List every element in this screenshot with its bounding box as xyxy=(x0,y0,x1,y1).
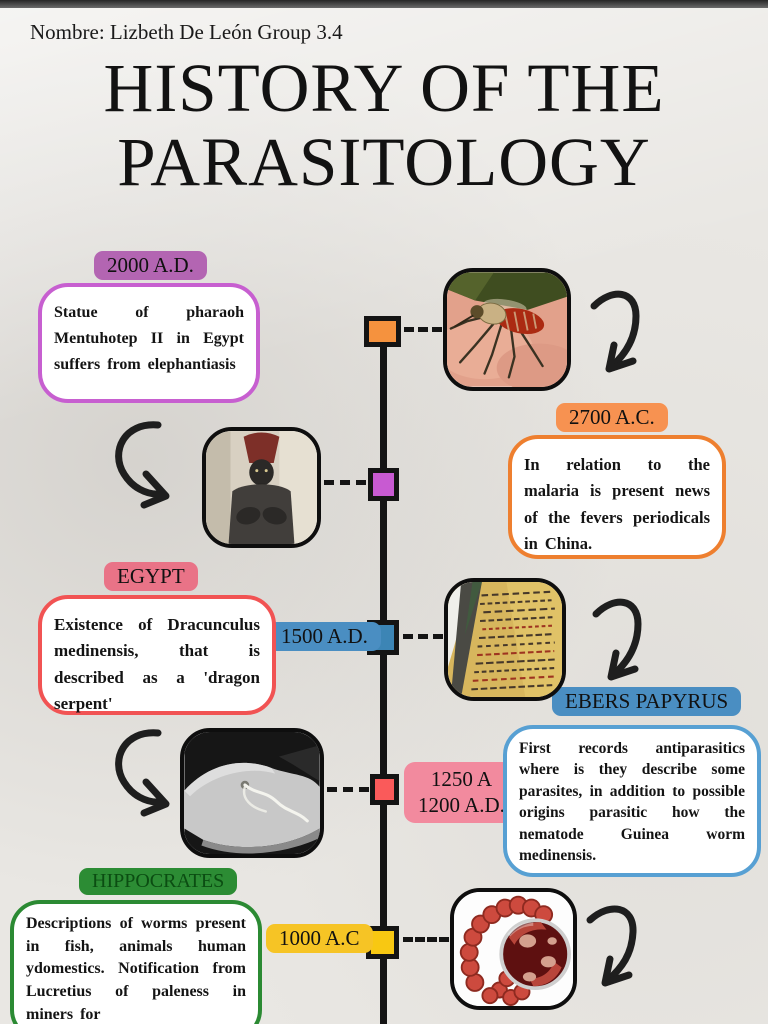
badge-1000-ac: 1000 A.C xyxy=(266,924,373,953)
connector-dash-papyrus xyxy=(403,634,443,639)
page-title: HISTORY OF THE PARASITOLOGY xyxy=(0,50,768,200)
timeline-line xyxy=(380,330,387,1024)
page-title-line1: HISTORY OF THE xyxy=(103,50,665,126)
event-text-hippocrates: Descriptions of worms present in fish, a… xyxy=(26,915,246,1023)
pharaoh-statue-illustration xyxy=(206,431,317,544)
curved-arrow-down-icon xyxy=(582,902,644,992)
papyrus-photo xyxy=(444,578,566,701)
mosquito-photo xyxy=(443,268,571,391)
event-text-ebers: First records antiparasitics where is th… xyxy=(519,740,745,864)
speech-bubble-ebers: First records antiparasitics where is th… xyxy=(503,725,761,877)
badge-2000-ad: 2000 A.D. xyxy=(94,251,207,280)
intestinal-parasite-illustration xyxy=(454,892,573,1006)
speech-bubble-2000ad: Statue of pharaoh Mentuhotep II in Egypt… xyxy=(38,283,260,403)
student-name-line: Nombre: Lizbeth De León Group 3.4 xyxy=(30,20,343,44)
event-text-2000ad: Statue of pharaoh Mentuhotep II in Egypt… xyxy=(54,304,244,373)
papyrus-manuscript-illustration xyxy=(448,582,562,697)
curved-arrow-down-icon xyxy=(586,286,646,378)
curved-arrow-down-icon xyxy=(588,594,648,686)
guinea-worm-photo xyxy=(180,728,324,858)
event-text-egypt: Existence of Dracunculus medinensis, tha… xyxy=(54,615,260,714)
badge-ebers-papyrus: EBERS PAPYRUS xyxy=(552,687,742,716)
curved-arrow-right-icon xyxy=(104,726,180,820)
badge-2700-ac: 2700 A.C. xyxy=(556,403,668,432)
mosquito-on-skin-illustration xyxy=(447,272,567,387)
curved-arrow-right-icon xyxy=(104,418,180,512)
badge-hippocrates: HIPPOCRATES xyxy=(79,868,238,895)
speech-bubble-hippocrates: Descriptions of worms present in fish, a… xyxy=(10,900,262,1024)
timeline-marker-purple xyxy=(368,468,399,501)
speech-bubble-egypt: Existence of Dracunculus medinensis, tha… xyxy=(38,595,276,715)
badge-1250-line2: 1200 A.D. xyxy=(418,793,505,818)
badge-1250-1200: 1250 A 1200 A.D. xyxy=(404,762,519,823)
timeline-marker-pink xyxy=(370,774,399,805)
badge-egypt: EGYPT xyxy=(104,562,198,591)
connector-dash-mosquito xyxy=(404,327,442,332)
connector-dash-statue xyxy=(324,480,366,485)
timeline-marker-orange xyxy=(364,316,401,347)
badge-1250-line1: 1250 A xyxy=(430,767,493,791)
page-top-edge xyxy=(0,0,768,8)
badge-1500-ad: 1500 A.D. xyxy=(268,622,381,651)
event-text-2700ac: In relation to the malaria is present ne… xyxy=(524,455,710,554)
connector-dash-worm xyxy=(327,787,369,792)
connector-dash-intestine xyxy=(403,937,449,942)
intestine-photo xyxy=(450,888,577,1010)
page-title-line2: PARASITOLOGY xyxy=(117,123,651,200)
worm-extraction-illustration xyxy=(184,732,320,854)
speech-bubble-2700ac: In relation to the malaria is present ne… xyxy=(508,435,726,559)
statue-photo xyxy=(202,427,321,548)
